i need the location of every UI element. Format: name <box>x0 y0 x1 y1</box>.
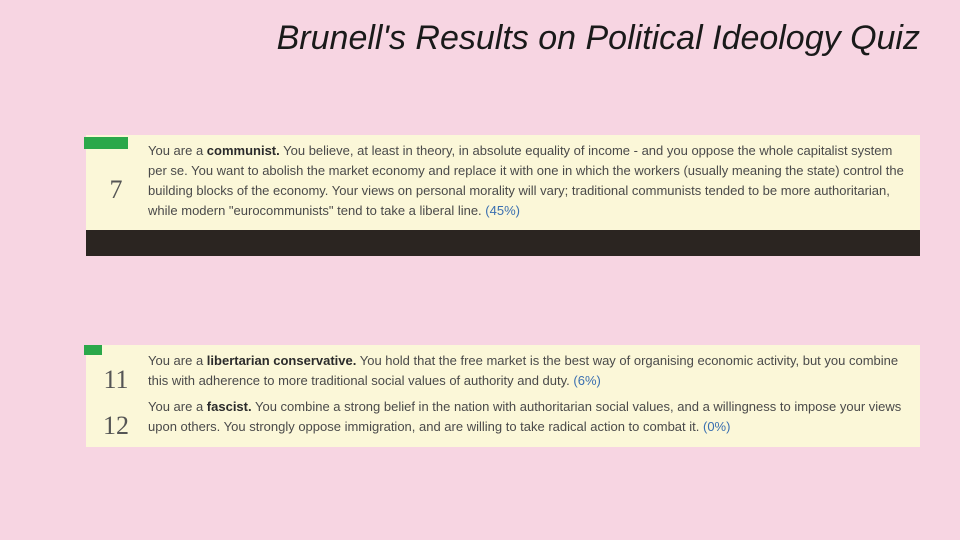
result-number: 11 <box>102 351 130 393</box>
result-lead: You are a <box>148 353 207 368</box>
dark-separator <box>86 230 920 256</box>
result-row-11: 11 You are a libertarian conservative. Y… <box>102 351 910 393</box>
result-row-7: 7 You are a communist. You believe, at l… <box>102 141 910 222</box>
result-pct: (6%) <box>573 373 600 388</box>
result-block-1: 7 You are a communist. You believe, at l… <box>86 135 920 256</box>
result-panel-1: 7 You are a communist. You believe, at l… <box>86 135 920 230</box>
result-description: You are a fascist. You combine a strong … <box>148 397 910 437</box>
green-bar-icon <box>84 137 128 149</box>
page-title: Brunell's Results on Political Ideology … <box>130 18 920 59</box>
result-description: You are a libertarian conservative. You … <box>148 351 910 391</box>
result-description: You are a communist. You believe, at lea… <box>148 141 910 222</box>
result-panel-2: 11 You are a libertarian conservative. Y… <box>86 345 920 447</box>
result-body: You combine a strong belief in the natio… <box>148 399 901 434</box>
result-pct: (45%) <box>485 203 520 218</box>
result-lead: You are a <box>148 143 207 158</box>
result-bold: fascist. <box>207 399 252 414</box>
result-number: 7 <box>102 141 130 203</box>
result-lead: You are a <box>148 399 207 414</box>
green-bar-icon <box>84 345 102 355</box>
result-block-2: 11 You are a libertarian conservative. Y… <box>86 345 920 447</box>
result-number: 12 <box>102 397 130 439</box>
result-row-12: 12 You are a fascist. You combine a stro… <box>102 397 910 439</box>
result-pct: (0%) <box>703 419 730 434</box>
result-bold: libertarian conservative. <box>207 353 357 368</box>
result-bold: communist. <box>207 143 280 158</box>
